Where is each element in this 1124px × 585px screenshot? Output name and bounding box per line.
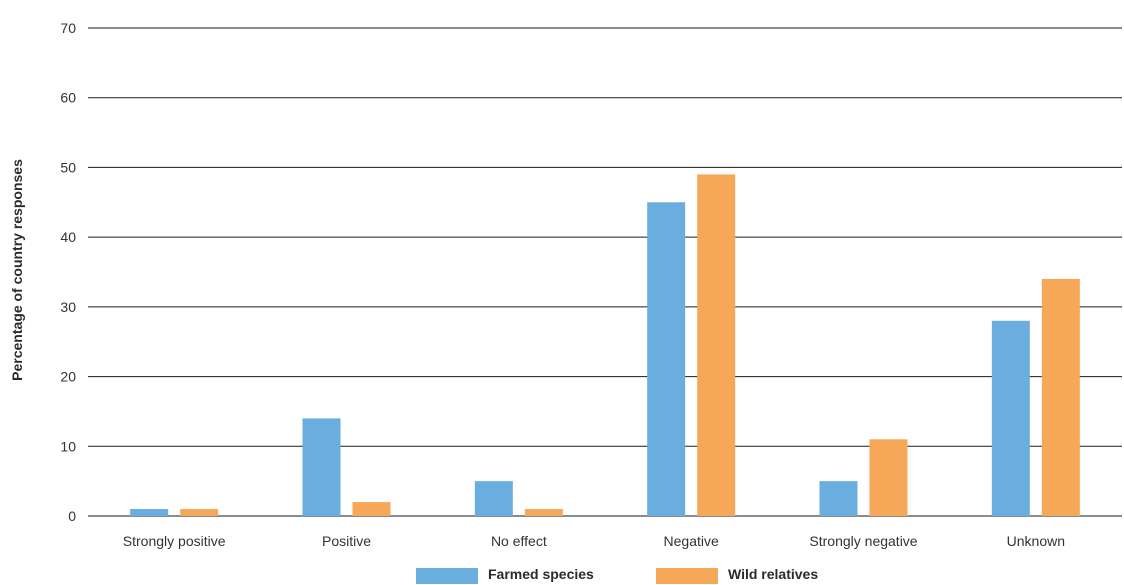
gridlines xyxy=(88,27,1122,517)
legend-swatch-wild-relatives xyxy=(656,568,718,584)
bar-farmed-strongly-positive xyxy=(130,509,169,516)
y-tick-label: 50 xyxy=(60,159,76,175)
bar-farmed-unknown xyxy=(991,320,1030,516)
x-category-label: Strongly positive xyxy=(123,533,226,549)
bar-farmed-negative xyxy=(647,202,686,517)
bar-chart: 0 10 20 30 40 50 60 70 Percentage of country re… xyxy=(9,20,1122,549)
legend-label-wild-relatives: Wild relatives xyxy=(728,566,819,582)
x-category-label: Positive xyxy=(322,533,371,549)
legend-item-farmed-species: Farmed species xyxy=(416,566,594,584)
x-category-label: Unknown xyxy=(1007,533,1065,549)
x-category-label: Negative xyxy=(664,533,719,549)
y-tick-label: 70 xyxy=(60,20,76,36)
y-axis-label: Percentage of country responses xyxy=(9,159,25,381)
bar-wild-no-effect xyxy=(524,509,563,516)
bar-wild-positive xyxy=(352,502,391,516)
bar-farmed-positive xyxy=(302,418,341,516)
bar-wild-unknown xyxy=(1041,278,1080,516)
bar-wild-negative xyxy=(697,174,736,516)
legend-swatch-farmed-species xyxy=(416,568,478,584)
bars xyxy=(130,174,1080,517)
y-tick-label: 40 xyxy=(60,229,76,245)
y-axis-ticks: 0 10 20 30 40 50 60 70 xyxy=(60,20,76,524)
bar-farmed-no-effect xyxy=(474,481,513,516)
y-tick-label: 30 xyxy=(60,299,76,315)
legend-label-farmed-species: Farmed species xyxy=(488,566,594,582)
category-labels: Strongly positive Positive No effect Negati… xyxy=(123,533,1065,549)
x-category-label: No effect xyxy=(491,533,547,549)
y-tick-label: 20 xyxy=(60,369,76,385)
y-tick-label: 10 xyxy=(60,438,76,454)
bar-wild-strongly-positive xyxy=(180,509,219,516)
legend: Farmed species Wild relatives xyxy=(0,566,1124,585)
x-category-label: Strongly negative xyxy=(809,533,917,549)
legend-item-wild-relatives: Wild relatives xyxy=(656,566,818,584)
y-tick-label: 0 xyxy=(68,508,76,524)
bar-farmed-strongly-negative xyxy=(819,481,858,516)
bar-wild-strongly-negative xyxy=(869,439,908,516)
y-tick-label: 60 xyxy=(60,90,76,106)
